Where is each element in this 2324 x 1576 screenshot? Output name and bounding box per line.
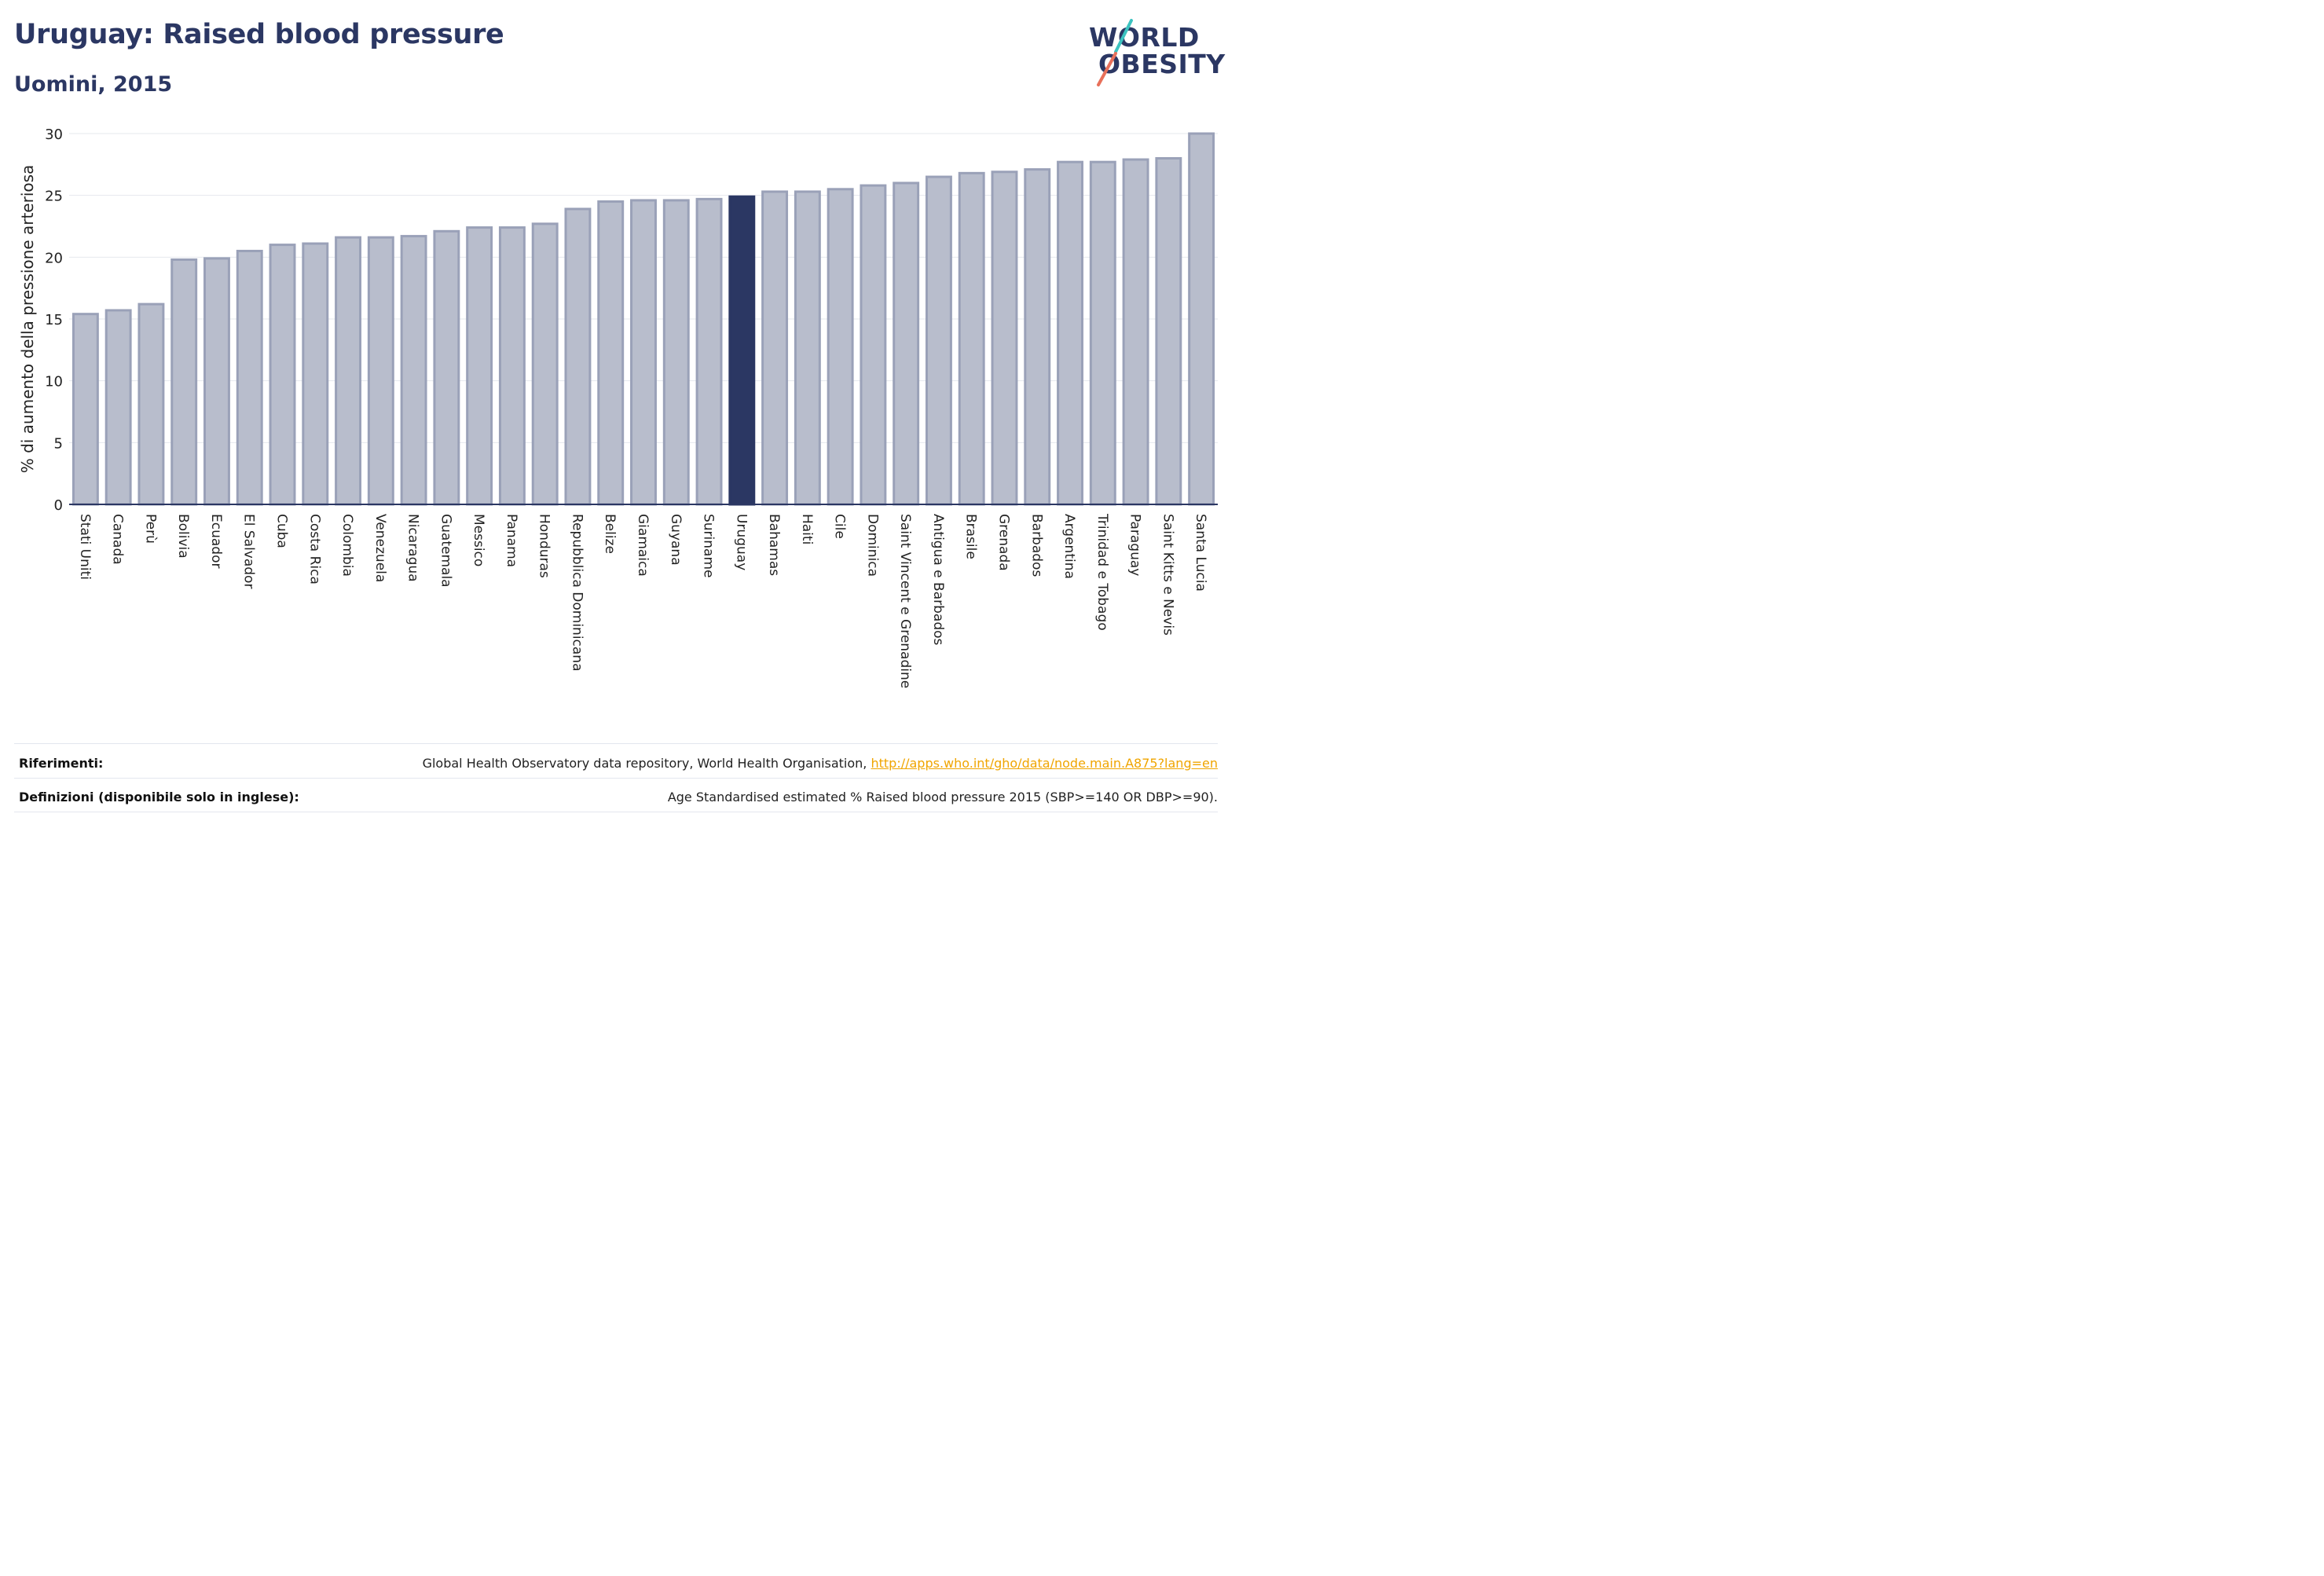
bar[interactable] (498, 226, 526, 506)
x-tick-label: Haiti (799, 514, 815, 544)
x-tick-label: Dominica (864, 514, 880, 577)
bar[interactable] (400, 235, 427, 506)
bar[interactable] (958, 171, 985, 506)
bar[interactable] (893, 181, 920, 506)
footer-divider-middle (14, 778, 1218, 779)
bar[interactable] (1024, 168, 1051, 506)
chart-subtitle: Uomini, 2015 (14, 72, 173, 97)
bar-highlighted[interactable] (728, 195, 756, 506)
logo-line1: WORLD (1089, 22, 1200, 53)
x-tick-label: Ecuador (208, 514, 224, 568)
x-tick-label: Canada (110, 514, 126, 565)
bar[interactable] (104, 309, 132, 506)
x-tick-label: Trinidad e Tobago (1094, 513, 1110, 631)
definitions-value: Age Standardised estimated % Raised bloo… (667, 789, 1218, 804)
bar[interactable] (794, 190, 821, 506)
world-obesity-logo[interactable]: WORLD OBESITY (1087, 19, 1225, 90)
references-row: Riferimenti: Global Health Observatory d… (14, 746, 1218, 779)
y-tick-label: 10 (45, 374, 63, 390)
bar[interactable] (630, 199, 657, 506)
definitions-label: Definizioni (disponibile solo in inglese… (19, 789, 299, 804)
bar[interactable] (991, 170, 1018, 506)
bar[interactable] (269, 244, 296, 506)
bar[interactable] (761, 190, 789, 506)
x-tick-label: Antigua e Barbados (930, 514, 946, 646)
bar[interactable] (1057, 160, 1083, 506)
x-tick-label: Stati Uniti (77, 514, 93, 580)
references-value: Global Health Observatory data repositor… (423, 756, 1218, 771)
bar[interactable] (466, 226, 493, 506)
y-axis-label: % di aumento della pressione arteriosa (18, 165, 37, 474)
y-tick-label: 5 (54, 435, 63, 452)
x-tick-label: Bolivia (175, 514, 191, 559)
references-text: Global Health Observatory data repositor… (422, 755, 871, 771)
bar[interactable] (335, 236, 362, 506)
bar[interactable] (925, 175, 952, 506)
bar[interactable] (367, 236, 394, 506)
bar[interactable] (695, 197, 723, 506)
bar[interactable] (236, 249, 263, 506)
x-tick-label: Suriname (701, 514, 717, 578)
y-tick-label: 15 (45, 312, 63, 328)
x-tick-label: Paraguay (1127, 514, 1143, 576)
y-tick-label: 25 (45, 189, 63, 205)
x-tick-label: El Salvador (241, 514, 257, 588)
x-tick-label: Brasile (963, 514, 979, 559)
bar[interactable] (564, 207, 592, 506)
x-tick-label: Giamaica (635, 514, 651, 577)
x-tick-label: Repubblica Dominicana (569, 514, 585, 672)
x-tick-label: Saint Kitts e Nevis (1160, 514, 1175, 636)
bar[interactable] (1122, 158, 1149, 506)
x-tick-label: Nicaragua (405, 514, 421, 582)
x-tick-label: Grenada (995, 514, 1011, 571)
x-axis-labels: Stati Uniti Canada Perù Bolivia Ecuador El Sa… (77, 513, 1208, 688)
x-tick-label: Belize (602, 514, 618, 554)
references-label: Riferimenti: (19, 755, 104, 771)
x-tick-label: Saint Vincent e Grenadine (897, 514, 913, 688)
bar[interactable] (1089, 160, 1116, 506)
bar[interactable] (71, 313, 99, 506)
bar[interactable] (531, 222, 559, 506)
bar[interactable] (137, 302, 165, 506)
x-tick-label: Bahamas (766, 514, 782, 576)
references-link[interactable]: http://apps.who.int/gho/data/node.main.A… (871, 755, 1218, 771)
logo-line2: OBESITY (1098, 49, 1226, 79)
bar[interactable] (1188, 132, 1215, 506)
logo-slash-icon (1097, 19, 1133, 86)
y-tick-label: 20 (45, 250, 63, 266)
bar[interactable] (860, 184, 887, 506)
x-tick-label: Barbados (1028, 514, 1044, 577)
x-tick-label: Santa Lucia (1193, 514, 1208, 592)
x-tick-label: Panama (504, 514, 519, 567)
footer-divider-top (14, 743, 1218, 744)
x-tick-label: Guyana (668, 514, 684, 566)
bar[interactable] (170, 258, 198, 506)
x-tick-label: Cuba (274, 514, 290, 548)
x-tick-label: Costa Rica (306, 514, 322, 585)
x-tick-label: Uruguay (733, 514, 749, 570)
x-tick-label: Colombia (339, 514, 355, 577)
bar-chart: 0 5 10 15 20 25 30 Stati Uniti Canada Perù Bolivi… (18, 126, 1218, 688)
x-tick-label: Guatemala (438, 514, 453, 588)
x-tick-label: Cile (832, 514, 848, 539)
bar[interactable] (597, 200, 625, 506)
x-tick-label: Messico (471, 514, 486, 566)
x-tick-label: Argentina (1061, 514, 1077, 579)
x-tick-label: Honduras (537, 514, 552, 578)
y-axis-ticks: 0 5 10 15 20 25 30 (45, 126, 63, 514)
chart-title: Uruguay: Raised blood pressure (14, 19, 504, 50)
bar[interactable] (662, 199, 690, 506)
x-tick-label: Perù (142, 514, 158, 544)
bar[interactable] (302, 242, 329, 506)
y-tick-label: 0 (54, 497, 63, 514)
bars (71, 132, 1215, 506)
definitions-row: Definizioni (disponibile solo in inglese… (14, 780, 1218, 813)
y-tick-label: 30 (45, 126, 63, 143)
x-tick-label: Venezuela (372, 514, 388, 582)
bar[interactable] (827, 188, 854, 506)
bar[interactable] (1155, 156, 1182, 506)
bar[interactable] (203, 257, 230, 506)
bar[interactable] (433, 229, 460, 506)
